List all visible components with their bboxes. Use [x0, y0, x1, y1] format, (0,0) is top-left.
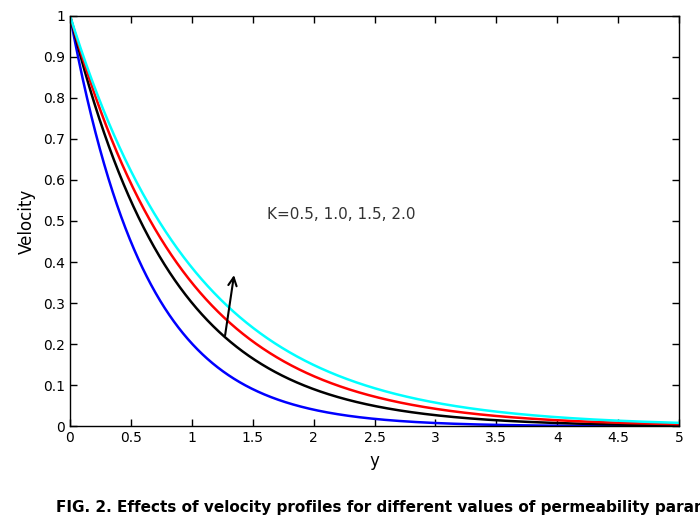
X-axis label: y: y — [370, 452, 379, 470]
Text: FIG. 2. Effects of velocity profiles for different values of permeability parame: FIG. 2. Effects of velocity profiles for… — [56, 500, 700, 515]
Y-axis label: Velocity: Velocity — [18, 188, 36, 254]
Text: K=0.5, 1.0, 1.5, 2.0: K=0.5, 1.0, 1.5, 2.0 — [267, 207, 416, 223]
